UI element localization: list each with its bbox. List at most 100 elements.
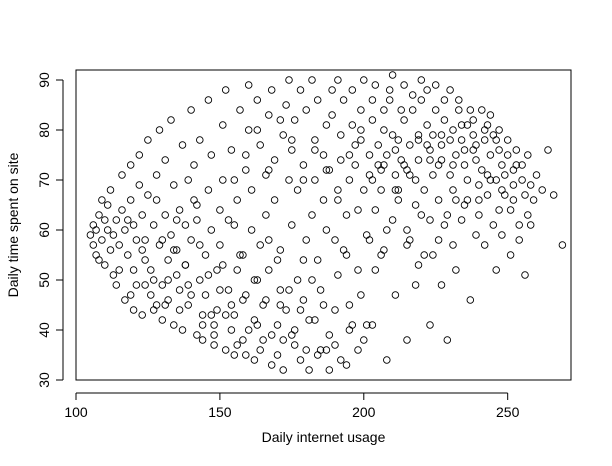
data-point bbox=[495, 146, 503, 154]
data-point bbox=[256, 346, 264, 354]
data-point bbox=[126, 161, 135, 169]
data-point bbox=[492, 266, 500, 274]
data-point bbox=[204, 271, 213, 279]
data-point bbox=[489, 221, 498, 229]
data-point bbox=[365, 236, 374, 244]
data-point bbox=[446, 86, 454, 94]
data-point bbox=[247, 186, 256, 194]
data-point bbox=[489, 131, 498, 139]
data-point bbox=[216, 206, 224, 214]
data-point bbox=[440, 221, 449, 229]
data-point bbox=[132, 281, 141, 289]
data-point bbox=[377, 166, 385, 174]
data-point bbox=[158, 281, 167, 289]
data-point bbox=[342, 211, 351, 219]
data-point bbox=[98, 236, 106, 244]
data-point bbox=[288, 146, 296, 154]
data-point bbox=[103, 201, 112, 209]
data-point bbox=[469, 146, 477, 154]
data-point bbox=[437, 281, 446, 289]
data-point bbox=[524, 211, 532, 219]
data-point bbox=[288, 221, 296, 229]
x-axis: 100 150 200 250 bbox=[64, 392, 520, 420]
data-point bbox=[411, 281, 420, 289]
data-point bbox=[503, 151, 512, 159]
data-point bbox=[155, 241, 164, 249]
data-point bbox=[406, 141, 414, 149]
data-point bbox=[89, 241, 98, 249]
data-point bbox=[337, 356, 345, 364]
data-point bbox=[129, 221, 138, 229]
data-point bbox=[319, 151, 328, 159]
data-point bbox=[354, 206, 362, 214]
data-point bbox=[365, 151, 374, 159]
data-point bbox=[457, 121, 466, 129]
data-point bbox=[472, 156, 480, 164]
data-point bbox=[345, 301, 354, 309]
data-point bbox=[380, 106, 388, 114]
data-point bbox=[337, 131, 345, 139]
data-point bbox=[311, 176, 319, 184]
data-point bbox=[360, 336, 368, 344]
data-point bbox=[408, 91, 417, 99]
data-point bbox=[480, 136, 489, 144]
data-point bbox=[213, 266, 221, 274]
y-tick-label: 70 bbox=[36, 172, 52, 188]
data-point bbox=[449, 126, 457, 134]
data-point bbox=[334, 186, 342, 194]
data-point bbox=[210, 341, 218, 349]
data-point bbox=[351, 141, 359, 149]
data-point bbox=[538, 186, 546, 194]
data-point bbox=[250, 276, 259, 284]
data-point bbox=[437, 156, 446, 164]
data-point bbox=[383, 151, 391, 159]
data-point bbox=[290, 116, 299, 124]
data-point bbox=[132, 236, 141, 244]
data-point bbox=[172, 271, 181, 279]
data-point bbox=[155, 126, 164, 134]
data-point bbox=[357, 106, 365, 114]
data-point bbox=[463, 121, 472, 129]
x-tick-label: 200 bbox=[352, 404, 376, 420]
data-point bbox=[308, 211, 316, 219]
data-point bbox=[371, 206, 380, 214]
data-point bbox=[403, 226, 411, 234]
data-point bbox=[325, 166, 334, 174]
data-point bbox=[239, 296, 247, 304]
data-point bbox=[207, 226, 216, 234]
data-point bbox=[483, 191, 492, 199]
data-point bbox=[337, 156, 345, 164]
data-point bbox=[184, 281, 192, 289]
data-point bbox=[325, 366, 334, 374]
data-point bbox=[388, 131, 397, 139]
data-point bbox=[144, 136, 152, 144]
data-point bbox=[368, 176, 377, 184]
data-point bbox=[452, 196, 460, 204]
data-point bbox=[219, 121, 227, 129]
data-point bbox=[423, 121, 431, 129]
data-point bbox=[385, 86, 394, 94]
data-point bbox=[440, 96, 449, 104]
data-point bbox=[92, 226, 100, 234]
data-point bbox=[267, 361, 276, 369]
data-point bbox=[161, 156, 169, 164]
data-point bbox=[302, 236, 310, 244]
data-point bbox=[293, 276, 302, 284]
data-point bbox=[524, 151, 532, 159]
data-point bbox=[242, 166, 250, 174]
data-point bbox=[480, 241, 489, 249]
data-point bbox=[377, 251, 385, 259]
data-point bbox=[449, 241, 457, 249]
data-point bbox=[149, 306, 158, 314]
data-point bbox=[253, 276, 262, 284]
data-point bbox=[388, 216, 397, 224]
data-point bbox=[101, 216, 109, 224]
y-tick-label: 40 bbox=[36, 322, 52, 338]
data-point bbox=[161, 211, 169, 219]
data-point bbox=[455, 106, 463, 114]
data-point bbox=[313, 256, 322, 264]
data-point bbox=[437, 131, 446, 139]
data-point bbox=[446, 136, 454, 144]
data-point bbox=[112, 216, 121, 224]
